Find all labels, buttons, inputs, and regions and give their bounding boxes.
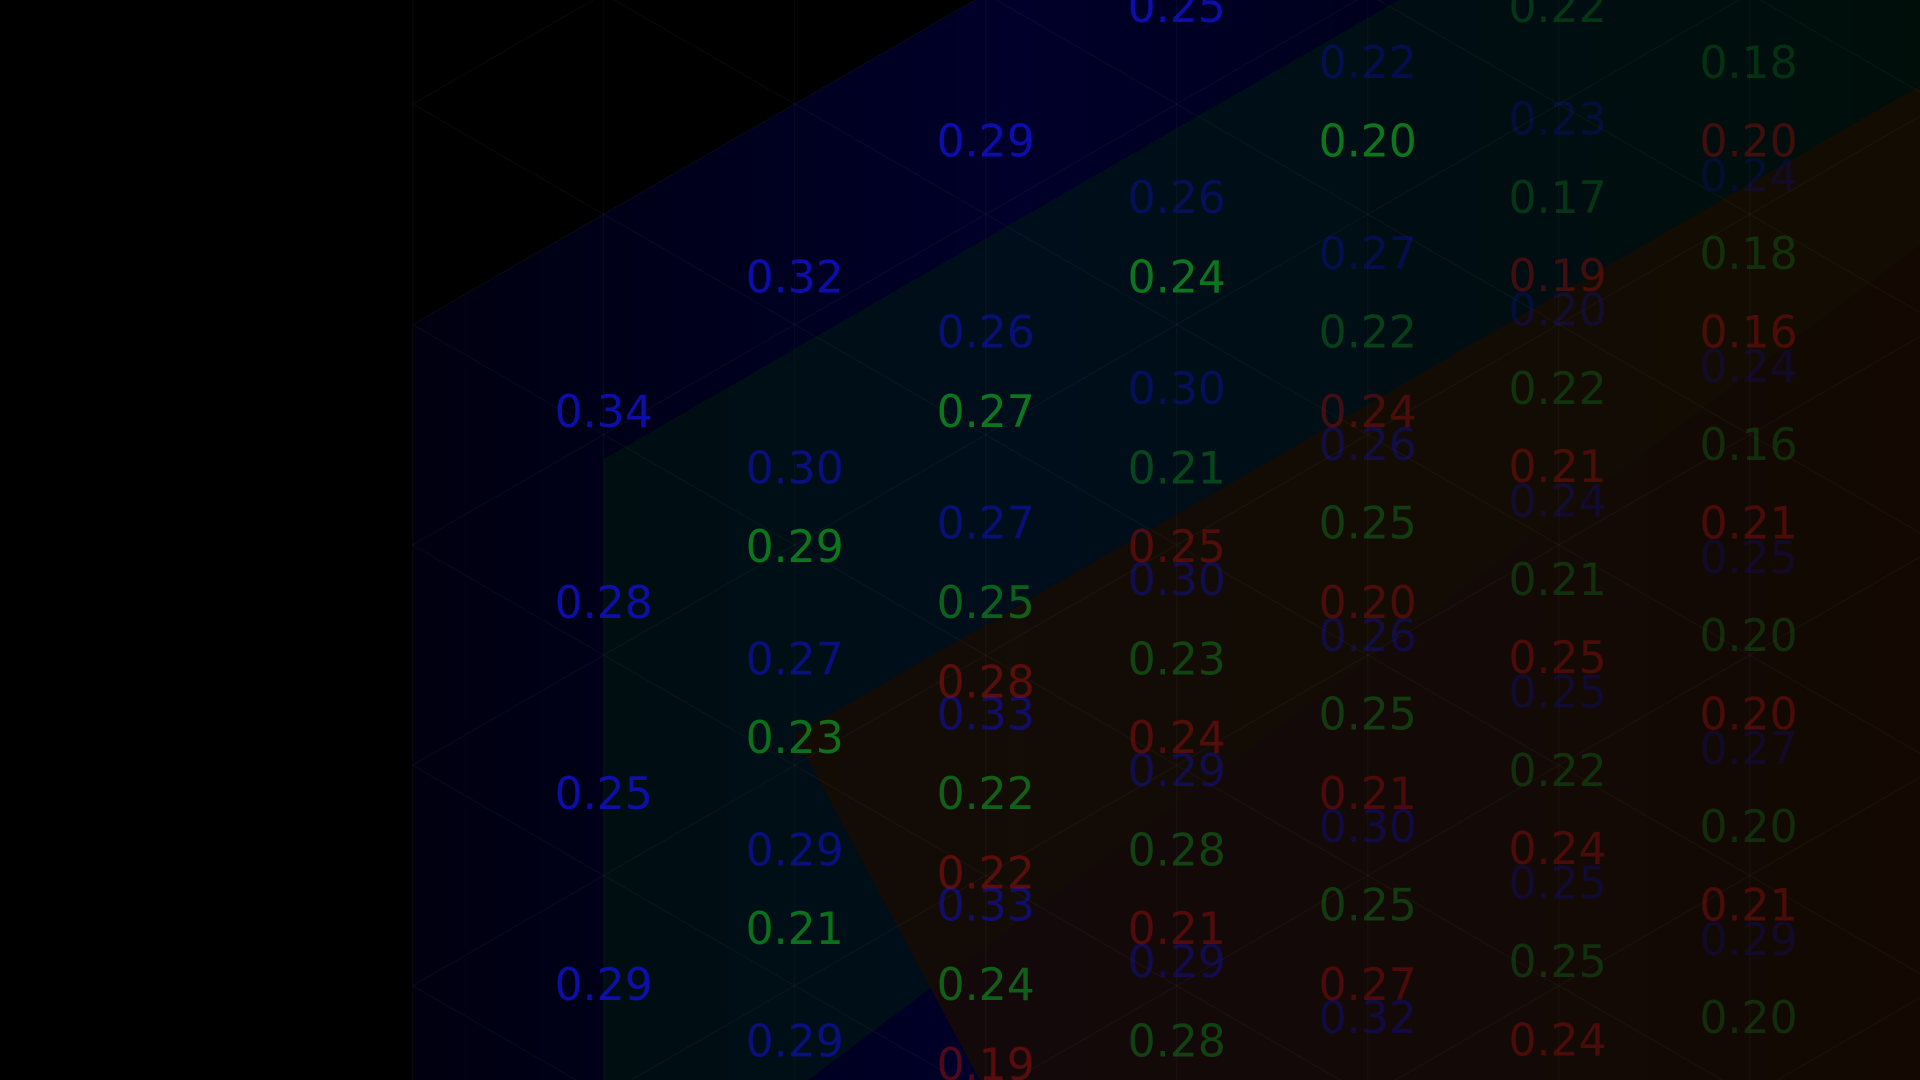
blue-label: 0.29: [937, 116, 1035, 167]
red-label: 0.21: [1699, 881, 1797, 932]
red-label: 0.25: [1508, 633, 1606, 684]
red-label: 0.24: [1319, 387, 1417, 438]
blue-label: 0.26: [1319, 611, 1417, 662]
blue-label: 0.27: [1319, 229, 1417, 280]
blue-label: 0.29: [746, 1016, 844, 1067]
green-label: 0.25: [1508, 937, 1606, 988]
blue-label: 0.29: [746, 825, 844, 876]
green-label: 0.20: [1319, 116, 1417, 167]
blue-label: 0.27: [937, 499, 1035, 550]
red-label: 0.19: [1508, 251, 1606, 302]
blue-label: 0.25: [555, 769, 653, 820]
red-label: 0.24: [1128, 713, 1226, 764]
green-label: 0.23: [1128, 634, 1226, 685]
blue-label: 0.33: [937, 881, 1035, 932]
blue-label: 0.27: [1699, 724, 1797, 775]
red-label: 0.19: [937, 1040, 1035, 1080]
green-label: 0.28: [1128, 825, 1226, 876]
blue-label: 0.30: [746, 443, 844, 494]
red-label: 0.16: [1699, 308, 1797, 359]
blue-label: 0.24: [1699, 342, 1797, 393]
blue-label: 0.25: [1508, 668, 1606, 719]
red-label: 0.27: [1319, 960, 1417, 1011]
blue-label: 0.29: [555, 960, 653, 1011]
green-label: 0.22: [1508, 746, 1606, 797]
blue-label: 0.23: [1508, 94, 1606, 145]
green-label: 0.25: [1319, 499, 1417, 550]
green-label: 0.21: [1128, 443, 1226, 494]
red-region: [794, 85, 1920, 1080]
blue-label: 0.26: [1128, 173, 1226, 224]
blue-label: 0.30: [1128, 364, 1226, 415]
red-label: 0.21: [1319, 769, 1417, 820]
blue-label: 0.34: [555, 387, 653, 438]
green-label: 0.25: [1319, 690, 1417, 741]
green-label: 0.22: [937, 769, 1035, 820]
green-label: 0.23: [746, 713, 844, 764]
blue-label: 0.25: [1128, 0, 1226, 33]
green-label: 0.20: [1699, 993, 1797, 1044]
green-label: 0.22: [1508, 364, 1606, 415]
green-label: 0.20: [1699, 802, 1797, 853]
blue-label: 0.25: [1508, 859, 1606, 910]
green-label: 0.20: [1699, 611, 1797, 662]
green-label: 0.21: [1508, 555, 1606, 606]
red-label: 0.20: [1699, 116, 1797, 167]
green-label: 0.18: [1699, 229, 1797, 280]
red-label: 0.21: [1699, 499, 1797, 550]
red-label: 0.21: [1128, 904, 1226, 955]
green-label: 0.22: [1319, 308, 1417, 359]
blue-label: 0.29: [1128, 746, 1226, 797]
blue-label: 0.25: [1699, 533, 1797, 584]
green-label: 0.25: [937, 578, 1035, 629]
blue-label: 0.24: [1508, 476, 1606, 527]
blue-label: 0.28: [555, 578, 653, 629]
green-label: 0.29: [746, 522, 844, 573]
green-label: 0.27: [937, 387, 1035, 438]
red-label: 0.25: [1128, 522, 1226, 573]
red-label: 0.24: [1508, 824, 1606, 875]
blue-label: 0.29: [1128, 937, 1226, 988]
green-label: 0.22: [1508, 0, 1606, 33]
red-label: 0.24: [1508, 1015, 1606, 1066]
blue-label: 0.26: [937, 308, 1035, 359]
blue-label: 0.24: [1699, 151, 1797, 202]
blue-label: 0.32: [1319, 993, 1417, 1044]
blue-label: 0.32: [746, 252, 844, 303]
blue-label: 0.29: [1699, 915, 1797, 966]
red-label: 0.20: [1319, 578, 1417, 629]
green-label: 0.24: [1128, 252, 1226, 303]
blue-label: 0.30: [1319, 802, 1417, 853]
green-label: 0.17: [1508, 173, 1606, 224]
blue-label: 0.30: [1128, 555, 1226, 606]
red-label: 0.28: [937, 658, 1035, 709]
green-label: 0.16: [1699, 420, 1797, 471]
blue-label: 0.33: [937, 690, 1035, 741]
blue-label: 0.20: [1508, 285, 1606, 336]
green-label: 0.25: [1319, 881, 1417, 932]
red-label: 0.21: [1508, 442, 1606, 493]
blue-label: 0.26: [1319, 420, 1417, 471]
blue-label: 0.22: [1319, 38, 1417, 89]
green-label: 0.21: [746, 904, 844, 955]
blue-label: 0.27: [746, 634, 844, 685]
green-label: 0.18: [1699, 38, 1797, 89]
red-label: 0.20: [1699, 690, 1797, 741]
green-label: 0.24: [937, 960, 1035, 1011]
green-label: 0.28: [1128, 1016, 1226, 1067]
red-label: 0.22: [937, 849, 1035, 900]
labels: 0.34 0.28 0.25 0.29 0.32 0.30 0.27 0.29 0.29 0.29…: [555, 0, 1798, 1080]
